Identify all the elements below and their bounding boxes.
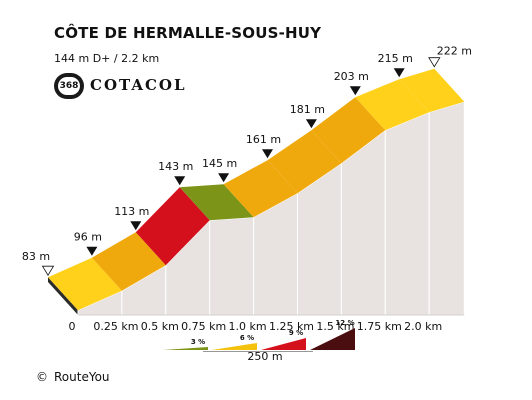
distance-label: 1.25 km <box>269 320 314 333</box>
elevation-marker <box>130 221 142 231</box>
elevation-label: 215 m <box>378 52 413 65</box>
elevation-label: 143 m <box>158 160 193 173</box>
profile-end-cap <box>48 277 78 315</box>
profile-top-surface <box>48 68 465 311</box>
elevation-marker <box>305 119 317 129</box>
elevation-markers <box>41 57 441 276</box>
profile-side-panel <box>209 216 255 316</box>
gradient-segment <box>311 97 386 164</box>
legend-wedge <box>212 343 257 350</box>
badge-number: 368 <box>58 77 80 95</box>
elevation-marker <box>393 68 405 78</box>
elevation-marker <box>174 176 186 186</box>
distance-label: 0.25 km <box>93 320 138 333</box>
gradient-segment <box>48 257 122 311</box>
gradient-segment <box>399 68 465 113</box>
gradient-segment <box>135 187 210 266</box>
climb-title: CÔTE DE HERMALLE-SOUS-HUY <box>54 24 322 42</box>
distance-label: 0 <box>69 320 76 333</box>
cotacol-brand: COTACOL <box>90 76 187 94</box>
distance-label: 1.75 km <box>357 320 402 333</box>
cotacol-badge: 368 <box>54 73 84 99</box>
legend-label: 9 % <box>289 329 303 337</box>
legend-wedge <box>261 338 306 350</box>
copyright-symbol: © <box>36 370 48 384</box>
distance-label: 0.75 km <box>181 320 226 333</box>
distance-label: 1.0 km <box>229 320 267 333</box>
profile-side-panel <box>384 111 430 316</box>
elevation-label: 222 m <box>437 45 472 58</box>
elevation-label: 145 m <box>202 157 237 170</box>
climb-stats: 144 m D+ / 2.2 km <box>54 52 160 65</box>
copyright-text: RouteYou <box>54 370 110 384</box>
elevation-label: 161 m <box>246 133 281 146</box>
distance-labels: 0 0.25 km 0.5 km 0.75 km 1.0 km 1.25 km 1.5 km… <box>69 320 443 333</box>
legend-label: 6 % <box>240 334 254 342</box>
elevation-labels: 83 m 96 m 113 m 143 m 145 m 161 m 181 m 203 m 21… <box>22 45 472 264</box>
legend-scale-label: 250 m <box>247 350 282 363</box>
elevation-label: 203 m <box>334 70 369 83</box>
gradient-segment <box>223 160 298 218</box>
elevation-marker <box>349 86 361 96</box>
legend-label: 3 % <box>191 338 205 346</box>
elevation-marker <box>262 149 273 159</box>
elevation-marker <box>41 265 55 276</box>
elevation-label: 83 m <box>22 250 50 263</box>
distance-label: 2.0 km <box>404 320 442 333</box>
distance-label: 1.5 km <box>316 320 354 333</box>
elevation-marker <box>218 173 230 183</box>
elevation-marker <box>86 246 98 256</box>
distance-label: 0.5 km <box>141 320 179 333</box>
elevation-label: 96 m <box>74 231 102 244</box>
gradient-segment <box>91 232 166 291</box>
gradient-segment <box>179 184 254 221</box>
gradient-segment <box>355 79 430 131</box>
elevation-marker <box>428 57 441 68</box>
gradient-legend: 3 % 6 % 9 % 12 % 250 m <box>163 319 355 363</box>
elevation-label: 181 m <box>290 103 325 116</box>
legend-wedge <box>163 347 208 350</box>
profile-side-panel <box>428 101 465 316</box>
gradient-segment <box>267 130 342 194</box>
copyright: © RouteYou <box>36 370 110 384</box>
legend-label: 12 % <box>335 319 354 327</box>
elevation-label: 113 m <box>114 205 149 218</box>
legend-wedge <box>310 328 355 350</box>
